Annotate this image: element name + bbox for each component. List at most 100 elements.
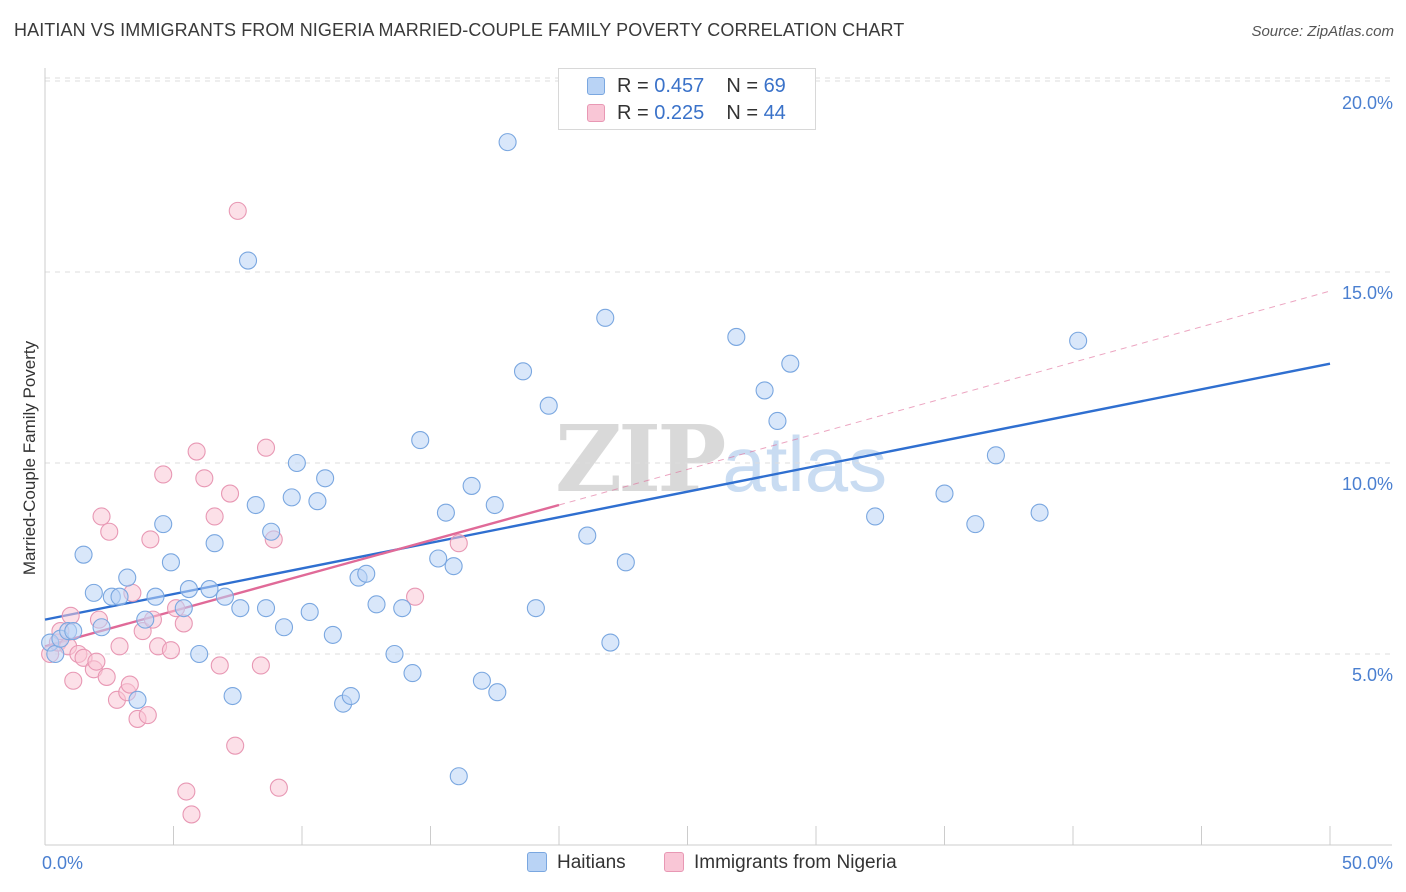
nigeria-point: [174, 614, 193, 633]
nigeria-point: [251, 656, 270, 675]
haitians-point: [485, 495, 504, 515]
axes: [44, 68, 1392, 846]
haitians-point: [1030, 503, 1049, 522]
haitians-point: [161, 553, 180, 572]
nigeria-point: [97, 667, 116, 686]
trend-lines: [44, 290, 1331, 648]
legend-n-label: N =: [726, 75, 764, 97]
haitians-point: [596, 308, 615, 327]
legend-n-value: 69: [763, 75, 786, 97]
nigeria-point: [210, 656, 229, 675]
tick-labels: 5.0% 10.0% 15.0% 20.0% 0.0% 50.0%: [42, 93, 1393, 873]
bottom-legend-nigeria[interactable]: Immigrants from Nigeria: [664, 852, 897, 874]
source-credit: Source: ZipAtlas.com: [1251, 23, 1394, 40]
nigeria-trend-line: [44, 503, 560, 648]
haitians-point: [215, 587, 234, 606]
grid-lines: [45, 77, 1392, 655]
haitians-point: [513, 362, 533, 381]
y-tick-label: 15.0%: [1342, 283, 1393, 303]
haitians-point: [601, 633, 620, 652]
haitians-point: [287, 453, 306, 473]
legend-n-value: 44: [763, 102, 786, 124]
nigeria-point: [64, 671, 83, 690]
legend-r-label: R =: [617, 75, 655, 97]
haitians-point: [174, 599, 193, 618]
legend-r-value: 0.457: [654, 75, 705, 97]
nigeria-point: [449, 534, 468, 553]
haitians-point: [341, 686, 360, 706]
bottom-legend-label-haitians: Haitians: [557, 852, 626, 873]
haitians-point: [462, 476, 481, 495]
haitians-point: [444, 557, 463, 576]
nigeria-point: [226, 736, 245, 755]
haitians-point: [118, 568, 137, 587]
haitians-point: [64, 622, 83, 641]
haitians-point: [274, 618, 294, 637]
legend-swatch-haitians: [587, 77, 605, 95]
haitians-point: [205, 534, 224, 553]
haitians-point: [966, 515, 985, 534]
nigeria-point: [100, 522, 119, 541]
y-tick-label: 20.0%: [1342, 93, 1393, 113]
nigeria-point: [120, 675, 139, 694]
haitians-point: [526, 599, 545, 618]
nigeria-point: [161, 641, 180, 660]
haitians-point: [282, 488, 301, 507]
nigeria-point: [220, 484, 240, 503]
nigeria-point: [228, 201, 247, 220]
haitians-point: [146, 587, 165, 606]
bottom-legend-swatch-nigeria: [664, 852, 684, 872]
haitians-point: [866, 507, 885, 526]
haitians-point: [449, 767, 468, 786]
haitians-points: [41, 133, 1088, 786]
bottom-legend-swatch-haitians: [527, 852, 547, 872]
haitians-point: [256, 599, 276, 618]
nigeria-point: [406, 587, 425, 606]
nigeria-point: [187, 442, 206, 461]
haitians-point: [223, 686, 242, 706]
nigeria-point: [61, 606, 80, 625]
nigeria-point: [269, 778, 288, 797]
haitians-point: [308, 492, 327, 511]
haitians-point: [578, 526, 597, 545]
stats-legend: R = 0.457 N = 69 R = 0.225 N = 44: [558, 68, 816, 130]
nigeria-trend-extension: [558, 290, 1331, 506]
legend-r-value: 0.225: [654, 102, 705, 124]
haitians-point: [238, 251, 258, 270]
haitians-point: [768, 411, 787, 431]
legend-n-label: N =: [726, 102, 764, 124]
bottom-legend-haitians[interactable]: Haitians: [527, 852, 626, 874]
haitians-point: [262, 522, 281, 541]
haitians-point: [323, 625, 342, 644]
haitians-point: [300, 602, 319, 622]
haitians-point: [781, 354, 800, 373]
haitians-point: [74, 545, 93, 564]
haitians-point: [755, 381, 774, 400]
haitians-point: [488, 683, 507, 702]
nigeria-point: [195, 469, 214, 488]
haitians-point: [84, 583, 103, 602]
bottom-legend-label-nigeria: Immigrants from Nigeria: [694, 852, 897, 873]
haitians-point: [190, 644, 209, 664]
x-tick-label: 0.0%: [42, 853, 83, 873]
haitians-point: [110, 587, 129, 606]
nigeria-point: [110, 637, 129, 656]
haitians-point: [429, 549, 448, 568]
nigeria-point: [141, 530, 160, 549]
haitians-point: [727, 327, 746, 346]
nigeria-point: [138, 706, 157, 725]
nigeria-point: [87, 652, 106, 671]
haitians-point: [436, 503, 455, 522]
haitians-point: [154, 515, 173, 534]
nigeria-point: [256, 438, 276, 457]
x-tick-label: 50.0%: [1342, 853, 1393, 873]
nigeria-point: [205, 507, 224, 526]
haitians-point: [385, 644, 404, 664]
y-tick-label: 10.0%: [1342, 474, 1393, 494]
y-tick-label: 5.0%: [1352, 665, 1393, 685]
haitians-point: [403, 664, 422, 683]
haitians-point: [498, 133, 517, 152]
haitians-point: [986, 446, 1005, 465]
haitians-point: [616, 553, 635, 572]
